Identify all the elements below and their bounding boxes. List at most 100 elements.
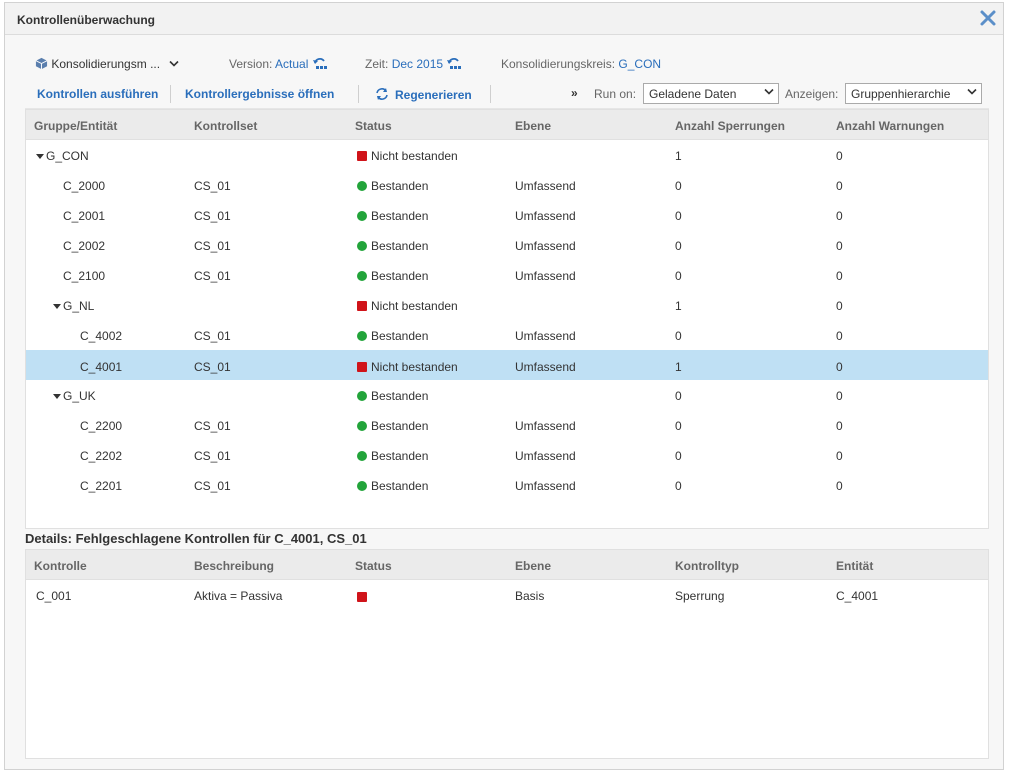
level-cell: Umfassend xyxy=(515,239,576,253)
entity-cell: C_4002 xyxy=(80,329,123,343)
status-text: Bestanden xyxy=(371,269,429,283)
open-results-button[interactable]: Kontrollergebnisse öffnen xyxy=(185,87,335,101)
context-bar: Konsolidierungsm ... Version: Actual Zei… xyxy=(25,53,985,77)
collapse-arrow-icon[interactable] xyxy=(36,154,44,159)
set-cell: CS_01 xyxy=(194,269,231,283)
chevron-down-icon xyxy=(764,88,774,95)
status-text: Nicht bestanden xyxy=(371,299,458,313)
status-cell xyxy=(357,590,371,604)
collapse-arrow-icon[interactable] xyxy=(53,394,61,399)
entity-name: G_NL xyxy=(63,299,95,313)
warnings-cell: 0 xyxy=(836,179,843,193)
table-row[interactable]: C_4002 CS_01 Bestanden Umfassend 0 0 xyxy=(26,320,988,350)
warnings-cell: 0 xyxy=(836,479,843,493)
green-circle-icon xyxy=(357,181,367,191)
blocks-cell: 0 xyxy=(675,209,682,223)
table-row[interactable]: C_2200 CS_01 Bestanden Umfassend 0 0 xyxy=(26,410,988,440)
control-cell: C_001 xyxy=(36,589,72,603)
table-row[interactable]: G_NL Nicht bestanden 1 0 xyxy=(26,290,988,320)
run-controls-button[interactable]: Kontrollen ausführen xyxy=(37,87,159,101)
collapse-arrow-icon[interactable] xyxy=(53,304,61,309)
table-row[interactable]: C_2000 CS_01 Bestanden Umfassend 0 0 xyxy=(26,170,988,200)
table-row[interactable]: G_CON Nicht bestanden 1 0 xyxy=(26,140,988,170)
table-row-selected[interactable]: C_4001 CS_01 Nicht bestanden Umfassend 1… xyxy=(26,350,988,380)
blocks-cell: 0 xyxy=(675,239,682,253)
blocks-cell: 0 xyxy=(675,419,682,433)
column-header[interactable]: Gruppe/Entität xyxy=(34,119,118,133)
blocks-cell: 1 xyxy=(675,149,682,163)
dialog-title: Kontrollenüberwachung xyxy=(17,13,155,27)
blocks-cell: 0 xyxy=(675,329,682,343)
warnings-cell: 0 xyxy=(836,449,843,463)
column-header[interactable]: Ebene xyxy=(515,119,552,133)
entity-cell: C_2000 xyxy=(63,179,106,193)
dimension-selector[interactable]: Konsolidierungsm ... xyxy=(35,57,179,71)
time-value[interactable]: Dec 2015 xyxy=(391,57,444,71)
table-row[interactable]: G_UK Bestanden 0 0 xyxy=(26,380,988,410)
context-link-icon[interactable] xyxy=(312,57,328,71)
blocks-cell: 0 xyxy=(675,179,682,193)
warnings-cell: 0 xyxy=(836,389,843,403)
column-header[interactable]: Beschreibung xyxy=(194,559,275,573)
entity-name: G_UK xyxy=(63,389,96,403)
toolbar-divider xyxy=(358,85,359,103)
green-circle-icon xyxy=(357,211,367,221)
entity-name: G_CON xyxy=(46,149,89,163)
regenerate-button[interactable]: Regenerieren xyxy=(375,87,472,102)
red-square-icon xyxy=(357,592,367,602)
green-circle-icon xyxy=(357,481,367,491)
scope-context: Konsolidierungskreis: G_CON xyxy=(501,57,661,71)
control-monitor-dialog: Kontrollenüberwachung Konsolidierungsm .… xyxy=(4,2,1004,770)
column-header[interactable]: Status xyxy=(355,559,392,573)
status-cell: Nicht bestanden xyxy=(357,360,458,374)
column-header[interactable]: Ebene xyxy=(515,559,552,573)
scope-label: Konsolidierungskreis: xyxy=(501,57,616,71)
run-on-select[interactable]: Geladene Daten xyxy=(643,83,779,104)
version-value[interactable]: Actual xyxy=(275,57,309,71)
column-header[interactable]: Kontrollset xyxy=(194,119,258,133)
entity-cell: G_CON xyxy=(36,149,89,163)
table-row[interactable]: C_2201 CS_01 Bestanden Umfassend 0 0 xyxy=(26,470,988,500)
warnings-cell: 0 xyxy=(836,209,843,223)
entity-cell: C_2001 xyxy=(63,209,106,223)
blocks-cell: 0 xyxy=(675,389,682,403)
blocks-cell: 0 xyxy=(675,269,682,283)
status-cell: Bestanden xyxy=(357,449,428,463)
close-icon[interactable] xyxy=(979,9,997,27)
status-text: Bestanden xyxy=(371,449,429,463)
column-header[interactable]: Kontrolltyp xyxy=(675,559,739,573)
green-circle-icon xyxy=(357,451,367,461)
dialog-titlebar: Kontrollenüberwachung xyxy=(5,3,1003,35)
table-row[interactable]: C_2002 CS_01 Bestanden Umfassend 0 0 xyxy=(26,230,988,260)
warnings-cell: 0 xyxy=(836,419,843,433)
version-label: Version: xyxy=(229,57,273,71)
blocks-cell: 0 xyxy=(675,479,682,493)
column-header[interactable]: Kontrolle xyxy=(34,559,87,573)
scope-value[interactable]: G_CON xyxy=(618,57,662,71)
time-label: Zeit: xyxy=(365,57,389,71)
entity-cell: C_2202 xyxy=(80,449,123,463)
chevron-down-icon xyxy=(967,88,977,95)
set-cell: CS_01 xyxy=(194,360,231,374)
status-text: Bestanden xyxy=(371,389,429,403)
set-cell: CS_01 xyxy=(194,479,231,493)
version-context: Version: Actual xyxy=(229,57,328,71)
column-header[interactable]: Entität xyxy=(836,559,874,573)
toolbar: Kontrollen ausführen Kontrollergebnisse … xyxy=(25,79,989,109)
status-cell: Bestanden xyxy=(357,179,428,193)
table-row[interactable]: C_001 Aktiva = Passiva Basis Sperrung C_… xyxy=(26,580,988,610)
column-header[interactable]: Status xyxy=(355,119,392,133)
blocks-cell: 1 xyxy=(675,299,682,313)
warnings-cell: 0 xyxy=(836,239,843,253)
table-row[interactable]: C_2001 CS_01 Bestanden Umfassend 0 0 xyxy=(26,200,988,230)
column-header[interactable]: Anzahl Sperrungen xyxy=(675,119,786,133)
table-row[interactable]: C_2100 CS_01 Bestanden Umfassend 0 0 xyxy=(26,260,988,290)
show-select[interactable]: Gruppenhierarchie xyxy=(845,83,982,104)
table-row[interactable]: C_2202 CS_01 Bestanden Umfassend 0 0 xyxy=(26,440,988,470)
column-header[interactable]: Anzahl Warnungen xyxy=(836,119,945,133)
expand-icon[interactable]: » xyxy=(571,86,578,100)
green-circle-icon xyxy=(357,391,367,401)
level-cell: Umfassend xyxy=(515,329,576,343)
context-link-icon[interactable] xyxy=(446,57,462,71)
status-cell: Bestanden xyxy=(357,209,428,223)
